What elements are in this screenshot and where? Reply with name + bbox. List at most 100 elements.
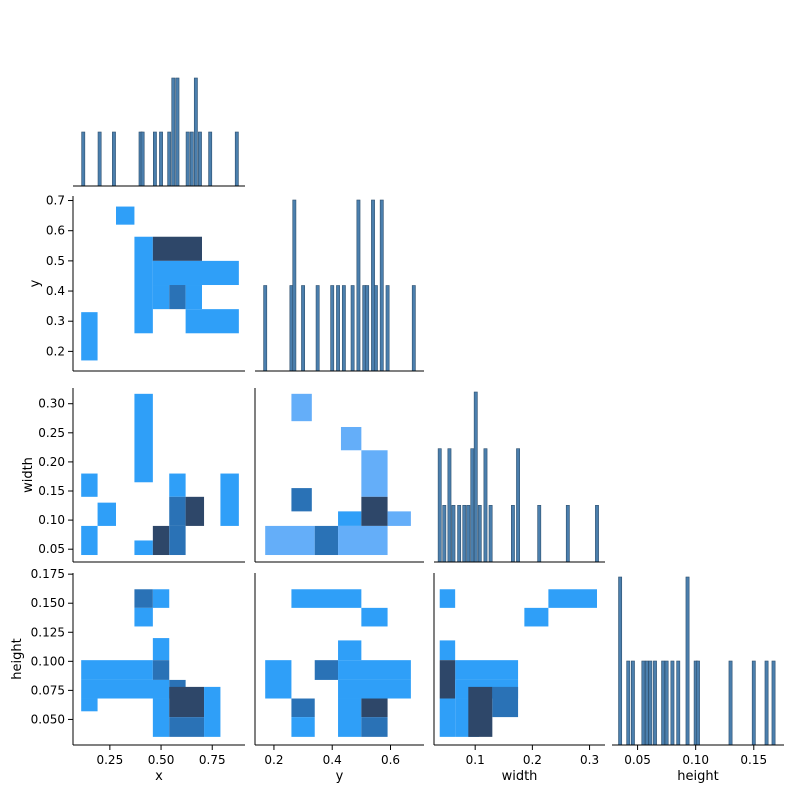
- bottom-axis-height: 0.05 0.10 0.15 height: [612, 744, 784, 784]
- bin-cell-dark: [314, 660, 339, 680]
- histogram-bar-width: [470, 448, 475, 563]
- histogram-bar-width: [565, 505, 570, 563]
- bivariate-y-vs-width: [254, 388, 424, 563]
- histogram-bar-x: [175, 77, 180, 187]
- y-axis-label-height: height: [10, 638, 25, 679]
- histogram-bar-height: [626, 660, 631, 746]
- histogram-bar-x: [112, 131, 116, 187]
- histogram-bar-x: [208, 131, 213, 187]
- bin-cell-darkest: [152, 236, 202, 261]
- diagonal-histogram-x: [73, 77, 245, 187]
- histogram-bar-width: [595, 505, 599, 563]
- y-tick-label-width: 0.20: [38, 455, 65, 469]
- histogram-bar-y: [385, 285, 390, 372]
- bin-cell-dark: [169, 496, 186, 526]
- bin-cell-mid: [81, 679, 170, 699]
- bin-cell-mid: [220, 473, 239, 526]
- histogram-bar-height: [631, 660, 635, 746]
- bin-cell-mid: [439, 698, 456, 737]
- bin-cell-mid: [152, 698, 170, 737]
- bin-cell-mid: [338, 698, 362, 737]
- x-axis-label-y: y: [336, 769, 344, 784]
- bin-cell-mid: [134, 540, 153, 556]
- bin-cell-darkest: [439, 660, 456, 699]
- bin-cell-mid: [265, 660, 292, 699]
- bin-cell-mid: [338, 640, 362, 661]
- y-tick-label-height: 0.125: [31, 625, 65, 639]
- bivariate-width-vs-height: [433, 573, 605, 746]
- x-tick-label-height: 0.15: [740, 753, 767, 767]
- histogram-bar-width: [451, 505, 456, 563]
- bin-cell-dark: [361, 717, 388, 737]
- bin-cell-darkest: [185, 496, 205, 526]
- histogram-bar-height: [644, 660, 649, 746]
- histogram-bar-y: [330, 285, 335, 372]
- histogram-bar-y: [379, 199, 384, 372]
- histogram-bar-x: [97, 131, 102, 187]
- y-tick-label-height: 0.050: [31, 712, 65, 726]
- histogram-bar-y: [365, 285, 370, 372]
- diagonal-histogram-width: [434, 391, 605, 563]
- bin-cell-dark: [291, 698, 315, 718]
- bin-cell-light: [291, 393, 312, 422]
- bin-cell-mid: [134, 236, 153, 334]
- y-tick-label-y: 0.4: [46, 284, 65, 298]
- bottom-axis-width: 0.1 0.2 0.3 width: [434, 744, 605, 784]
- x-tick-label-x: 0.50: [148, 753, 175, 767]
- x-tick-label-width: 0.3: [580, 753, 599, 767]
- y-tick-label-height: 0.150: [31, 596, 65, 610]
- histogram-bar-y: [374, 285, 378, 372]
- y-axis-label-y: y: [28, 279, 43, 287]
- histogram-bar-width: [516, 448, 520, 563]
- bin-cell-mid: [524, 607, 549, 627]
- y-tick-label-y: 0.5: [46, 254, 65, 268]
- x-tick-label-width: 0.1: [466, 753, 485, 767]
- pairplot-grid: 0.20.30.40.50.60.70.050.100.150.200.250.…: [10, 77, 784, 784]
- bivariate-x-vs-y: 0.2 0.3 0.4 0.5 0.6 0.7: [46, 194, 245, 372]
- diagonal-histogram-y: [255, 199, 424, 372]
- bin-cell-mid: [134, 607, 153, 627]
- histogram-bar-height: [661, 660, 666, 746]
- bin-cell-mid: [338, 660, 411, 680]
- bin-cell-mid: [338, 679, 411, 699]
- histogram-bar-y: [263, 285, 268, 372]
- x-tick-label-height: 0.10: [682, 753, 709, 767]
- histogram-bar-x: [198, 131, 202, 187]
- bin-cell-mid: [116, 206, 135, 225]
- histogram-bar-height: [670, 660, 675, 746]
- bin-cell-mid: [338, 511, 362, 526]
- histogram-bar-x: [185, 131, 190, 187]
- bin-cell-mid: [152, 260, 239, 286]
- histogram-bar-x: [171, 77, 176, 187]
- bin-cell-mid: [81, 660, 153, 680]
- histogram-bar-height: [685, 576, 690, 746]
- histogram-bar-width: [473, 391, 478, 563]
- bivariate-x-vs-width: 0.05 0.10 0.15 0.20 0.25 0.30: [38, 388, 245, 563]
- y-tick-label-width: 0.25: [38, 426, 65, 440]
- x-tick-label-height: 0.05: [624, 753, 651, 767]
- histogram-bar-width: [462, 505, 467, 563]
- histogram-bar-x: [140, 131, 145, 187]
- bin-cell-light: [361, 450, 388, 497]
- bin-cell-darkest: [468, 686, 493, 737]
- bottom-axis-x: 0.25 0.50 0.75 x: [73, 744, 245, 784]
- histogram-bar-y: [292, 199, 297, 372]
- bin-cell-light: [387, 511, 411, 526]
- histogram-bar-width: [442, 505, 447, 563]
- histogram-bar-x: [159, 131, 163, 187]
- y-tick-label-width: 0.30: [38, 397, 65, 411]
- histogram-bar-x: [153, 131, 157, 187]
- histogram-bar-x: [167, 131, 172, 187]
- y-tick-label-height: 0.075: [31, 683, 65, 697]
- bin-cell-mid: [204, 686, 221, 737]
- bin-cell-mid: [291, 717, 315, 737]
- bin-cell-darkest: [361, 496, 388, 526]
- bin-cell-dark: [134, 589, 153, 608]
- bin-cell-dark: [314, 525, 339, 556]
- histogram-bar-y: [356, 199, 361, 372]
- bin-cell-dark: [492, 686, 519, 718]
- histogram-bar-width: [537, 505, 542, 563]
- x-tick-label-width: 0.2: [523, 753, 542, 767]
- bin-cell-mid: [185, 309, 239, 334]
